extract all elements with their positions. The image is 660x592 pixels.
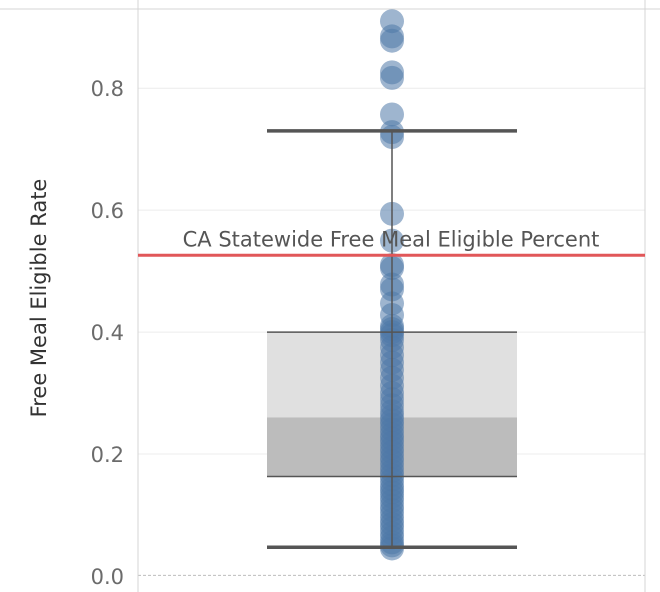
whiskers bbox=[267, 129, 517, 550]
reference-line-label: CA Statewide Free Meal Eligible Percent bbox=[183, 227, 600, 251]
y-tick-label: 0.4 bbox=[91, 321, 124, 345]
y-tick-label: 0.6 bbox=[91, 199, 124, 223]
y-tick-label: 0.0 bbox=[91, 565, 124, 589]
y-tick-label: 0.8 bbox=[91, 77, 124, 101]
y-tick-label: 0.2 bbox=[91, 443, 124, 467]
data-point[interactable] bbox=[380, 65, 404, 90]
reference-line-group: CA Statewide Free Meal Eligible Percent bbox=[138, 227, 645, 257]
data-point[interactable] bbox=[380, 102, 404, 127]
y-axis-ticks: 0.0 0.2 0.4 0.6 0.8 bbox=[91, 77, 124, 589]
data-point[interactable] bbox=[380, 28, 404, 53]
y-axis-title: Free Meal Eligible Rate bbox=[27, 179, 51, 418]
